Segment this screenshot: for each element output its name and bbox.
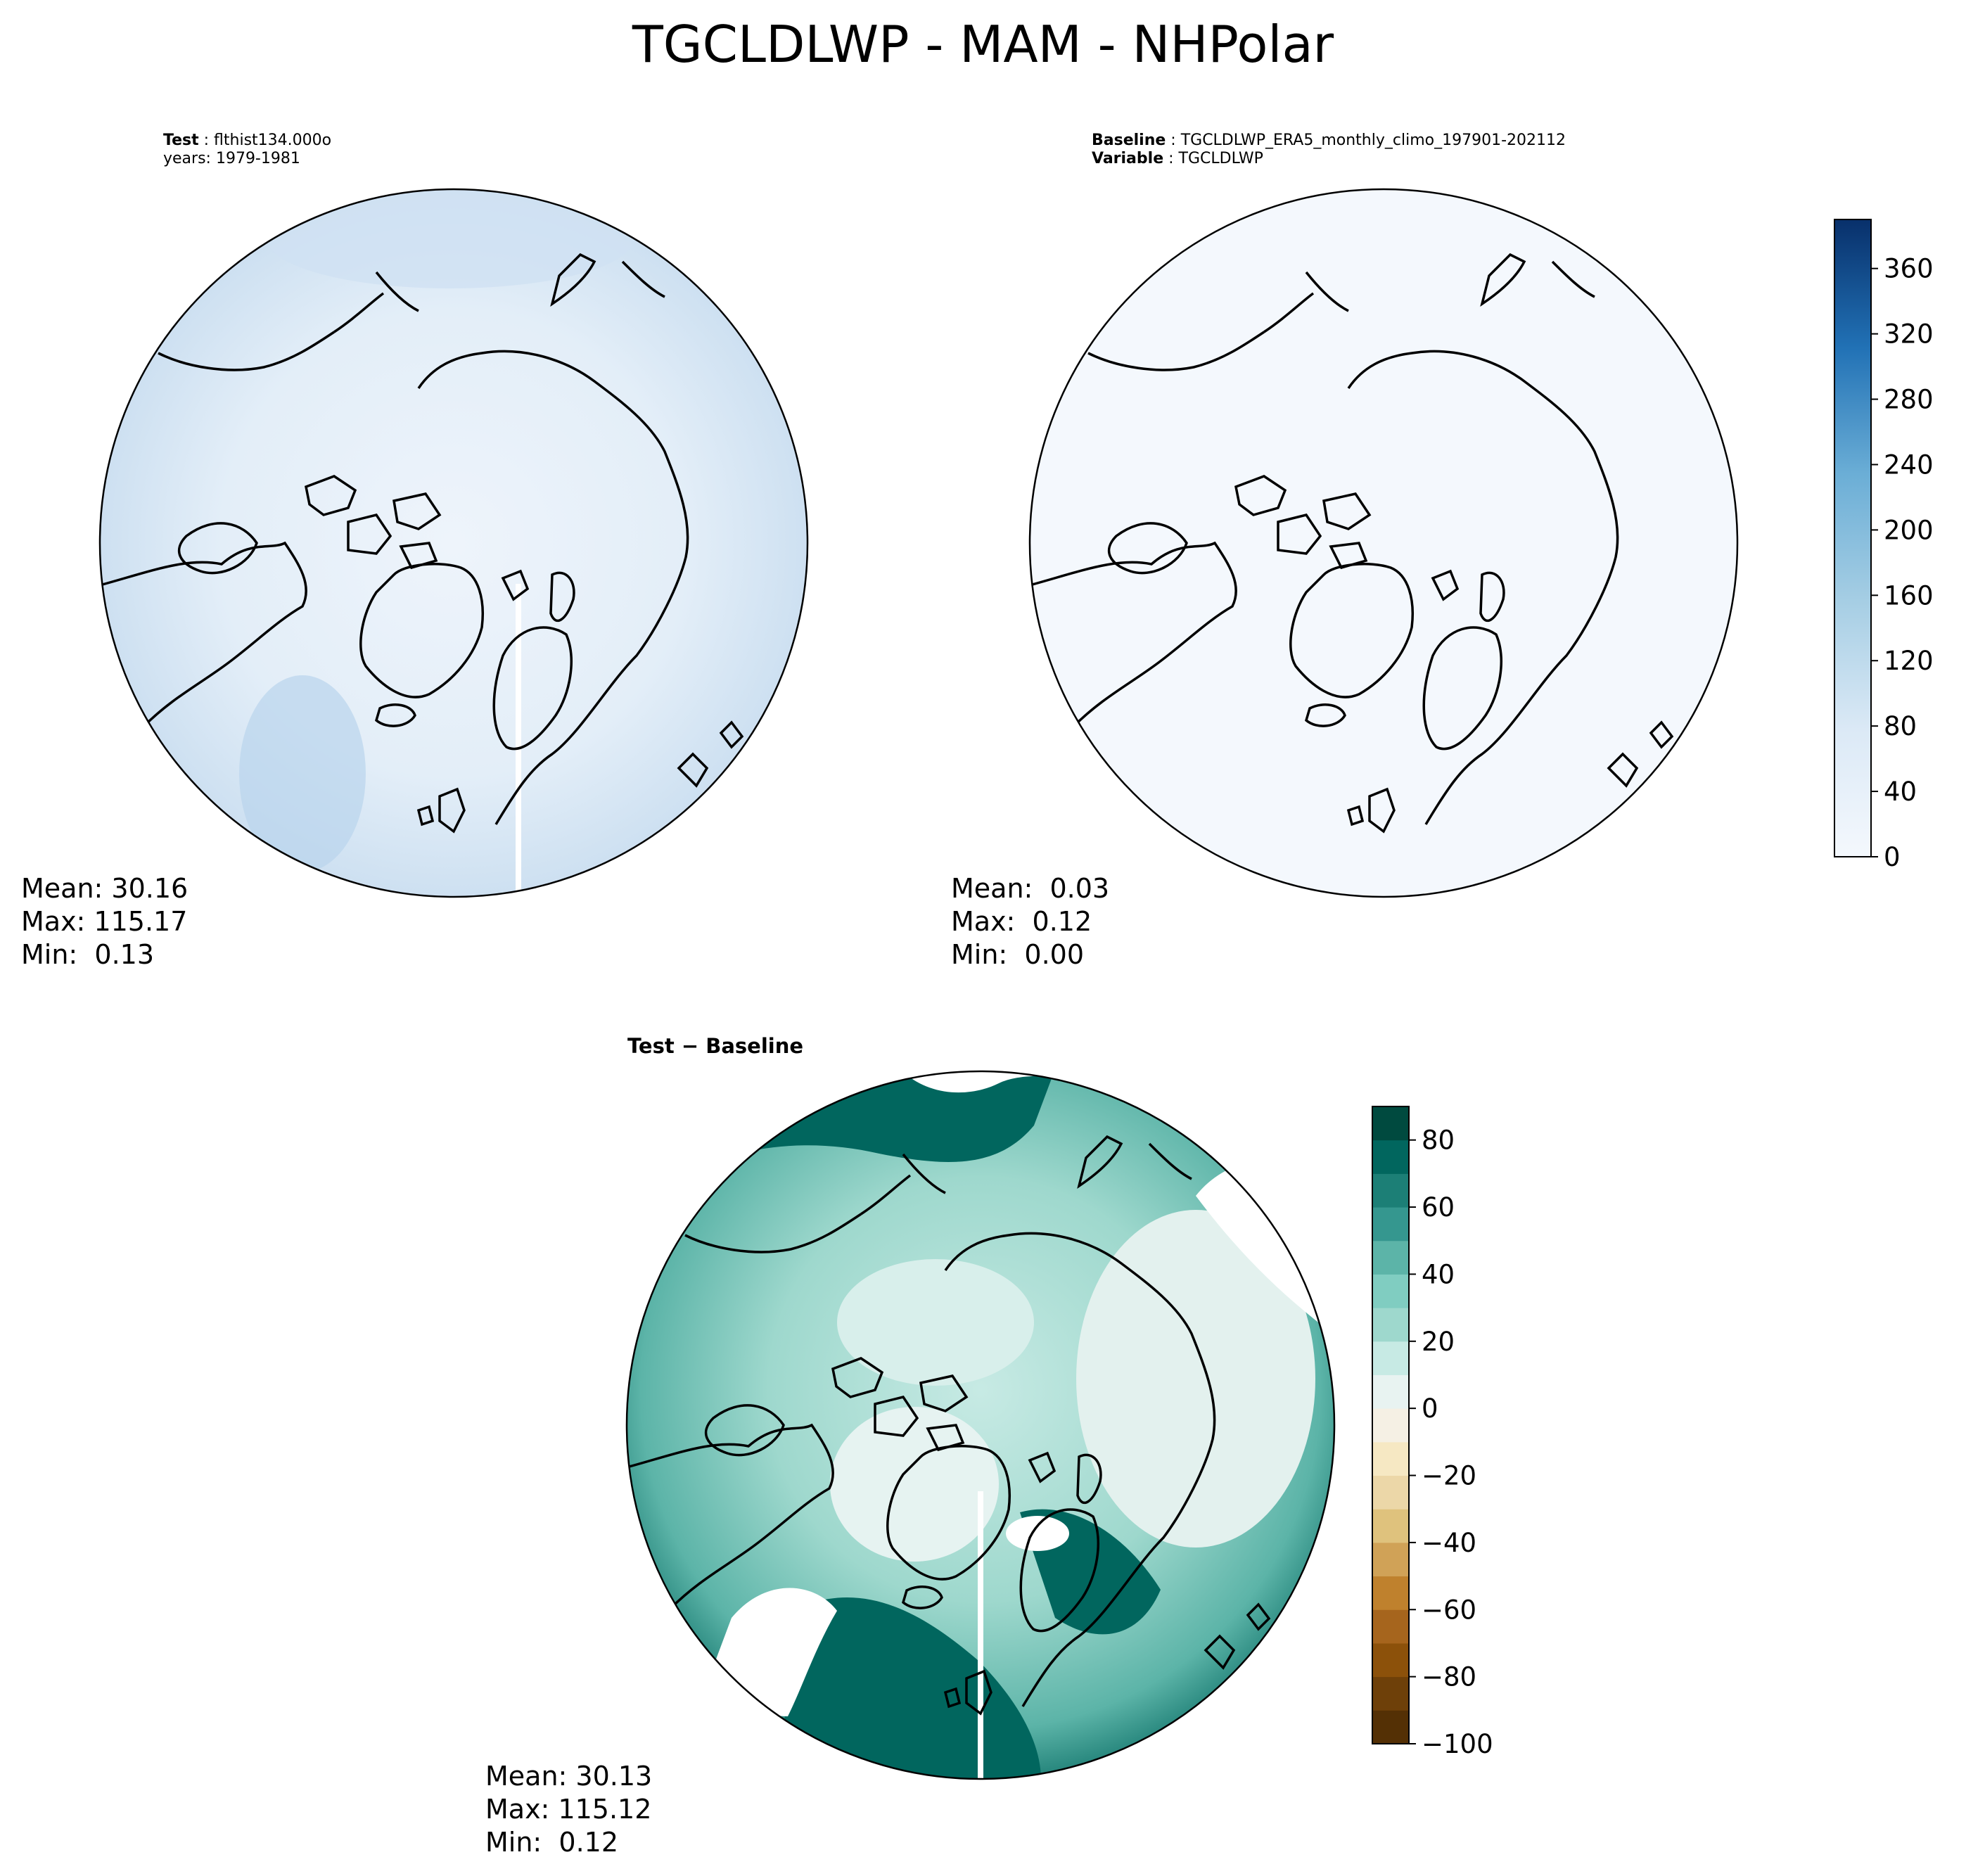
abs-tick-label: 200 xyxy=(1884,515,1934,545)
diff-map-missing xyxy=(710,1588,837,1716)
test-header-sep: : xyxy=(198,132,215,149)
test-max: Max: 115.17 xyxy=(21,906,188,937)
diff-colorbar-segment xyxy=(1372,1374,1409,1409)
diff-tick-label: −40 xyxy=(1422,1528,1476,1558)
diff-map-low-region xyxy=(830,1407,999,1562)
diff-panel-title: Test − Baseline xyxy=(627,1034,804,1058)
test-stats: Mean: 30.16 Max: 115.17 Min: 0.13 xyxy=(21,872,188,971)
test-map-seam xyxy=(516,584,521,897)
diff-tick-label: 0 xyxy=(1422,1393,1438,1424)
baseline-mean: Mean: 0.03 xyxy=(951,873,1110,904)
diff-colorbar-segment xyxy=(1372,1341,1409,1375)
test-mean: Mean: 30.16 xyxy=(21,873,189,904)
baseline-max: Max: 0.12 xyxy=(951,906,1092,937)
diff-colorbar-segment xyxy=(1372,1710,1409,1744)
diff-map-seam xyxy=(978,1491,983,1779)
diff-colorbar: 80 60 40 20 0 −20 −40 −60 −80 −100 xyxy=(1372,1106,1493,1759)
diff-colorbar-segment xyxy=(1372,1106,1409,1141)
diff-colorbar-segment xyxy=(1372,1475,1409,1510)
abs-tick-label: 320 xyxy=(1884,319,1934,350)
diff-colorbar-segment xyxy=(1372,1576,1409,1610)
diff-colorbar-segment xyxy=(1372,1642,1409,1678)
abs-colorbar: 360 320 280 240 200 160 120 80 40 0 xyxy=(1834,219,1934,872)
test-years: years: 1979-1981 xyxy=(163,150,300,167)
diff-tick-label: −100 xyxy=(1422,1729,1493,1759)
diff-mean: Mean: 30.13 xyxy=(485,1761,653,1792)
diff-colorbar-segment xyxy=(1372,1207,1409,1242)
abs-tick-label: 280 xyxy=(1884,385,1934,415)
test-header-key: Test xyxy=(163,132,199,149)
diff-colorbar-segment xyxy=(1372,1240,1409,1275)
variable-name: TGCLDLWP xyxy=(1178,150,1263,167)
test-map xyxy=(98,188,809,898)
diff-colorbar-segment xyxy=(1372,1441,1409,1476)
test-min: Min: 0.13 xyxy=(21,939,154,970)
test-case-name: flthist134.000o xyxy=(214,132,332,149)
diff-tick-label: −20 xyxy=(1422,1461,1476,1491)
diff-colorbar-segment xyxy=(1372,1308,1409,1342)
diff-tick-label: 80 xyxy=(1422,1125,1455,1156)
baseline-header-sep: : xyxy=(1166,132,1181,149)
baseline-header: Baseline : TGCLDLWP_ERA5_monthly_climo_1… xyxy=(1092,132,1566,168)
diff-map-boundary xyxy=(625,1070,1336,1780)
diff-map-low-region xyxy=(837,1259,1034,1386)
test-map-high-region xyxy=(239,675,366,872)
diff-colorbar-segment xyxy=(1372,1609,1409,1644)
diff-tick-label: −60 xyxy=(1422,1595,1476,1625)
test-header: Test : flthist134.000o years: 1979-1981 xyxy=(163,132,331,168)
abs-tick-label: 0 xyxy=(1884,842,1901,872)
diff-colorbar-segment xyxy=(1372,1676,1409,1711)
baseline-header-key: Baseline xyxy=(1092,132,1166,149)
diff-colorbar-segment xyxy=(1372,1509,1409,1543)
diff-tick-label: −80 xyxy=(1422,1662,1476,1692)
diff-map-low-region xyxy=(1076,1210,1315,1548)
baseline-min: Min: 0.00 xyxy=(951,939,1084,970)
variable-header-sep: : xyxy=(1163,150,1179,167)
diff-min: Min: 0.12 xyxy=(485,1827,618,1858)
diff-map xyxy=(625,1070,1336,1780)
abs-colorbar-body xyxy=(1834,219,1872,857)
diff-colorbar-segment xyxy=(1372,1140,1409,1174)
diff-colorbar-segment xyxy=(1372,1542,1409,1577)
baseline-map-boundary xyxy=(1028,188,1739,898)
diff-tick-label: 40 xyxy=(1422,1259,1455,1289)
diff-colorbar-segment xyxy=(1372,1408,1409,1443)
figure-title: TGCLDLWP - MAM - NHPolar xyxy=(632,15,1334,74)
diff-colorbar-segments xyxy=(1372,1106,1409,1744)
abs-tick-label: 120 xyxy=(1884,646,1934,676)
test-map-high-region xyxy=(267,190,633,288)
baseline-stats: Mean: 0.03 Max: 0.12 Min: 0.00 xyxy=(951,872,1109,971)
abs-tick-label: 240 xyxy=(1884,449,1934,480)
diff-stats: Mean: 30.13 Max: 115.12 Min: 0.12 xyxy=(485,1760,652,1859)
diff-colorbar-frame xyxy=(1372,1106,1410,1744)
diff-map-high-band xyxy=(774,1597,1041,1779)
baseline-case-name: TGCLDLWP_ERA5_monthly_climo_197901-20211… xyxy=(1180,132,1566,149)
diff-colorbar-segment xyxy=(1372,1274,1409,1308)
diff-tick-label: 20 xyxy=(1422,1327,1455,1357)
diff-tick-label: 60 xyxy=(1422,1192,1455,1223)
diff-map-missing xyxy=(1006,1516,1069,1551)
abs-tick-label: 160 xyxy=(1884,580,1934,611)
baseline-map xyxy=(1028,188,1739,898)
abs-tick-label: 360 xyxy=(1884,254,1934,284)
abs-tick-label: 40 xyxy=(1884,777,1917,807)
variable-header-key: Variable xyxy=(1092,150,1164,167)
test-map-boundary xyxy=(98,188,809,898)
diff-colorbar-segment xyxy=(1372,1173,1409,1208)
abs-tick-label: 80 xyxy=(1884,711,1917,741)
diff-max: Max: 115.12 xyxy=(485,1794,652,1825)
